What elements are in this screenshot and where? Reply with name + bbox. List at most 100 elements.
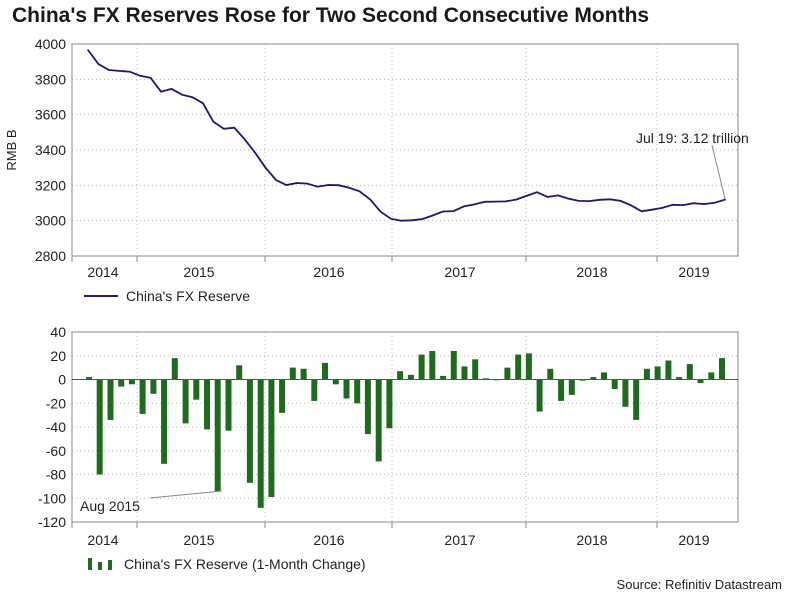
bar-chart-y-tick-label: -120 bbox=[38, 514, 66, 530]
fx-reserve-point bbox=[630, 204, 632, 207]
fx-reserve-point bbox=[170, 88, 173, 90]
fx-reserve-point bbox=[525, 195, 528, 197]
fx-change-bar bbox=[322, 362, 328, 380]
aug2015-callout-leader bbox=[149, 490, 223, 499]
fx-reserve-point bbox=[128, 70, 131, 73]
fx-reserve-point bbox=[567, 197, 570, 200]
line-chart-y-label: RMB B bbox=[4, 129, 19, 170]
fx-reserve-point bbox=[661, 207, 664, 209]
fx-change-bar bbox=[236, 365, 243, 380]
fx-change-bar bbox=[525, 353, 532, 380]
fx-change-bar bbox=[268, 379, 275, 498]
bar-chart-gridlines bbox=[72, 332, 738, 522]
fx-reserve-point bbox=[181, 93, 183, 96]
line-chart-frame bbox=[71, 43, 739, 257]
fx-change-bar bbox=[118, 379, 125, 387]
fx-reserve-point bbox=[442, 210, 444, 213]
fx-change-bar bbox=[96, 379, 103, 475]
fx-change-bar bbox=[461, 366, 468, 380]
source-note: Source: Refinitiv Datastream bbox=[616, 577, 782, 592]
fx-change-bar bbox=[719, 358, 725, 380]
line-chart-y-tick-label: 3600 bbox=[35, 107, 66, 123]
fx-reserve-point bbox=[431, 214, 434, 217]
fx-change-bar bbox=[204, 379, 210, 430]
line-chart-y-axis: 2800 3000 3200 3400 3600 3800 4000 bbox=[35, 36, 66, 264]
line-chart-y-tick-label: 3400 bbox=[35, 142, 66, 158]
fx-reserve-point bbox=[724, 198, 726, 201]
fx-change-bar bbox=[590, 377, 597, 380]
fx-change-bar bbox=[407, 374, 414, 380]
bar-legend-label: China's FX Reserve (1-Month Change) bbox=[124, 556, 366, 572]
line-chart-y-tick-label: 3000 bbox=[35, 213, 66, 229]
fx-reserve-point bbox=[348, 187, 350, 189]
fx-reserve-point bbox=[379, 210, 382, 213]
fx-change-bar bbox=[193, 379, 200, 400]
bar-chart-x-tick-label: 2015 bbox=[183, 532, 214, 548]
fx-reserve-point bbox=[285, 184, 288, 186]
fx-change-bar bbox=[633, 379, 640, 420]
fx-reserve-point bbox=[233, 126, 235, 129]
bar-chart-y-tick-label: -60 bbox=[46, 443, 66, 459]
fx-change-bar bbox=[504, 367, 511, 380]
fx-reserve-point bbox=[578, 200, 580, 202]
fx-change-bar bbox=[483, 378, 489, 380]
fx-change-bar bbox=[643, 368, 650, 380]
fx-change-bar bbox=[364, 379, 371, 435]
line-chart-gridlines bbox=[72, 44, 738, 256]
bar-chart-y-axis: -120 -100 -80 -60 -40 -20 0 20 40 bbox=[38, 324, 66, 530]
fx-change-bar bbox=[107, 379, 114, 420]
fx-reserve-point bbox=[640, 210, 643, 213]
fx-change-bar bbox=[343, 379, 350, 399]
fx-reserve-point bbox=[515, 198, 517, 201]
fx-change-bar bbox=[579, 379, 586, 381]
fx-change-bar bbox=[214, 379, 221, 492]
fx-change-bar bbox=[676, 377, 683, 380]
fx-reserve-point bbox=[264, 166, 267, 169]
fx-reserve-point bbox=[327, 184, 329, 186]
fx-reserve-point bbox=[254, 151, 256, 154]
fx-reserve-point bbox=[671, 203, 674, 206]
fx-change-bar bbox=[568, 379, 575, 395]
line-legend-label: China's FX Reserve bbox=[126, 288, 250, 304]
fx-reserve-point bbox=[306, 182, 309, 185]
fx-change-bar bbox=[225, 379, 232, 431]
fx-change-bar bbox=[150, 379, 157, 394]
bar-chart-y-tick-label: 20 bbox=[50, 348, 66, 364]
aug2015-callout-label: Aug 2015 bbox=[80, 498, 140, 514]
fx-change-bar bbox=[536, 379, 543, 412]
bar-chart-y-tick-label: -100 bbox=[38, 490, 66, 506]
fx-change-bar bbox=[472, 359, 479, 380]
line-chart-x-tick-label: 2018 bbox=[576, 264, 607, 280]
fx-change-bar bbox=[386, 379, 393, 429]
fx-reserve-point bbox=[296, 182, 298, 184]
fx-reserve-point bbox=[463, 205, 465, 208]
fx-change-bar bbox=[708, 372, 715, 380]
fx-reserve-point bbox=[400, 219, 403, 222]
fx-change-bar bbox=[86, 377, 92, 380]
bar-chart-y-tick-label: 40 bbox=[50, 324, 66, 340]
bar-chart-frame bbox=[71, 331, 739, 523]
fx-reserve-point bbox=[149, 77, 152, 79]
fx-change-bar bbox=[429, 351, 436, 380]
bar-chart-x-axis: 2014 2015 2016 2017 2018 2019 bbox=[71, 522, 710, 548]
fx-reserve-point bbox=[160, 90, 162, 93]
bar-chart-y-tick-label: -80 bbox=[46, 467, 66, 483]
line-chart-x-tick-label: 2014 bbox=[87, 264, 118, 280]
line-chart-x-tick-label: 2019 bbox=[678, 264, 709, 280]
fx-reserve-point bbox=[452, 210, 455, 212]
bar-chart-x-tick-label: 2014 bbox=[87, 532, 118, 548]
fx-reserve-point bbox=[651, 208, 653, 211]
line-chart-x-axis: 2014 2015 2016 2017 2018 2019 bbox=[71, 256, 710, 280]
fx-reserve-point bbox=[682, 204, 685, 206]
fx-change-bar bbox=[257, 379, 264, 508]
fx-change-bar bbox=[450, 351, 457, 380]
fx-reserve-point bbox=[473, 203, 476, 206]
fx-reserve-point bbox=[108, 69, 110, 71]
fx-change-bar bbox=[246, 379, 253, 483]
fx-change-bar bbox=[161, 379, 168, 464]
line-chart-y-tick-label: 3200 bbox=[35, 177, 66, 193]
fx-reserve-point bbox=[358, 190, 361, 193]
fx-change-bar bbox=[686, 364, 693, 380]
